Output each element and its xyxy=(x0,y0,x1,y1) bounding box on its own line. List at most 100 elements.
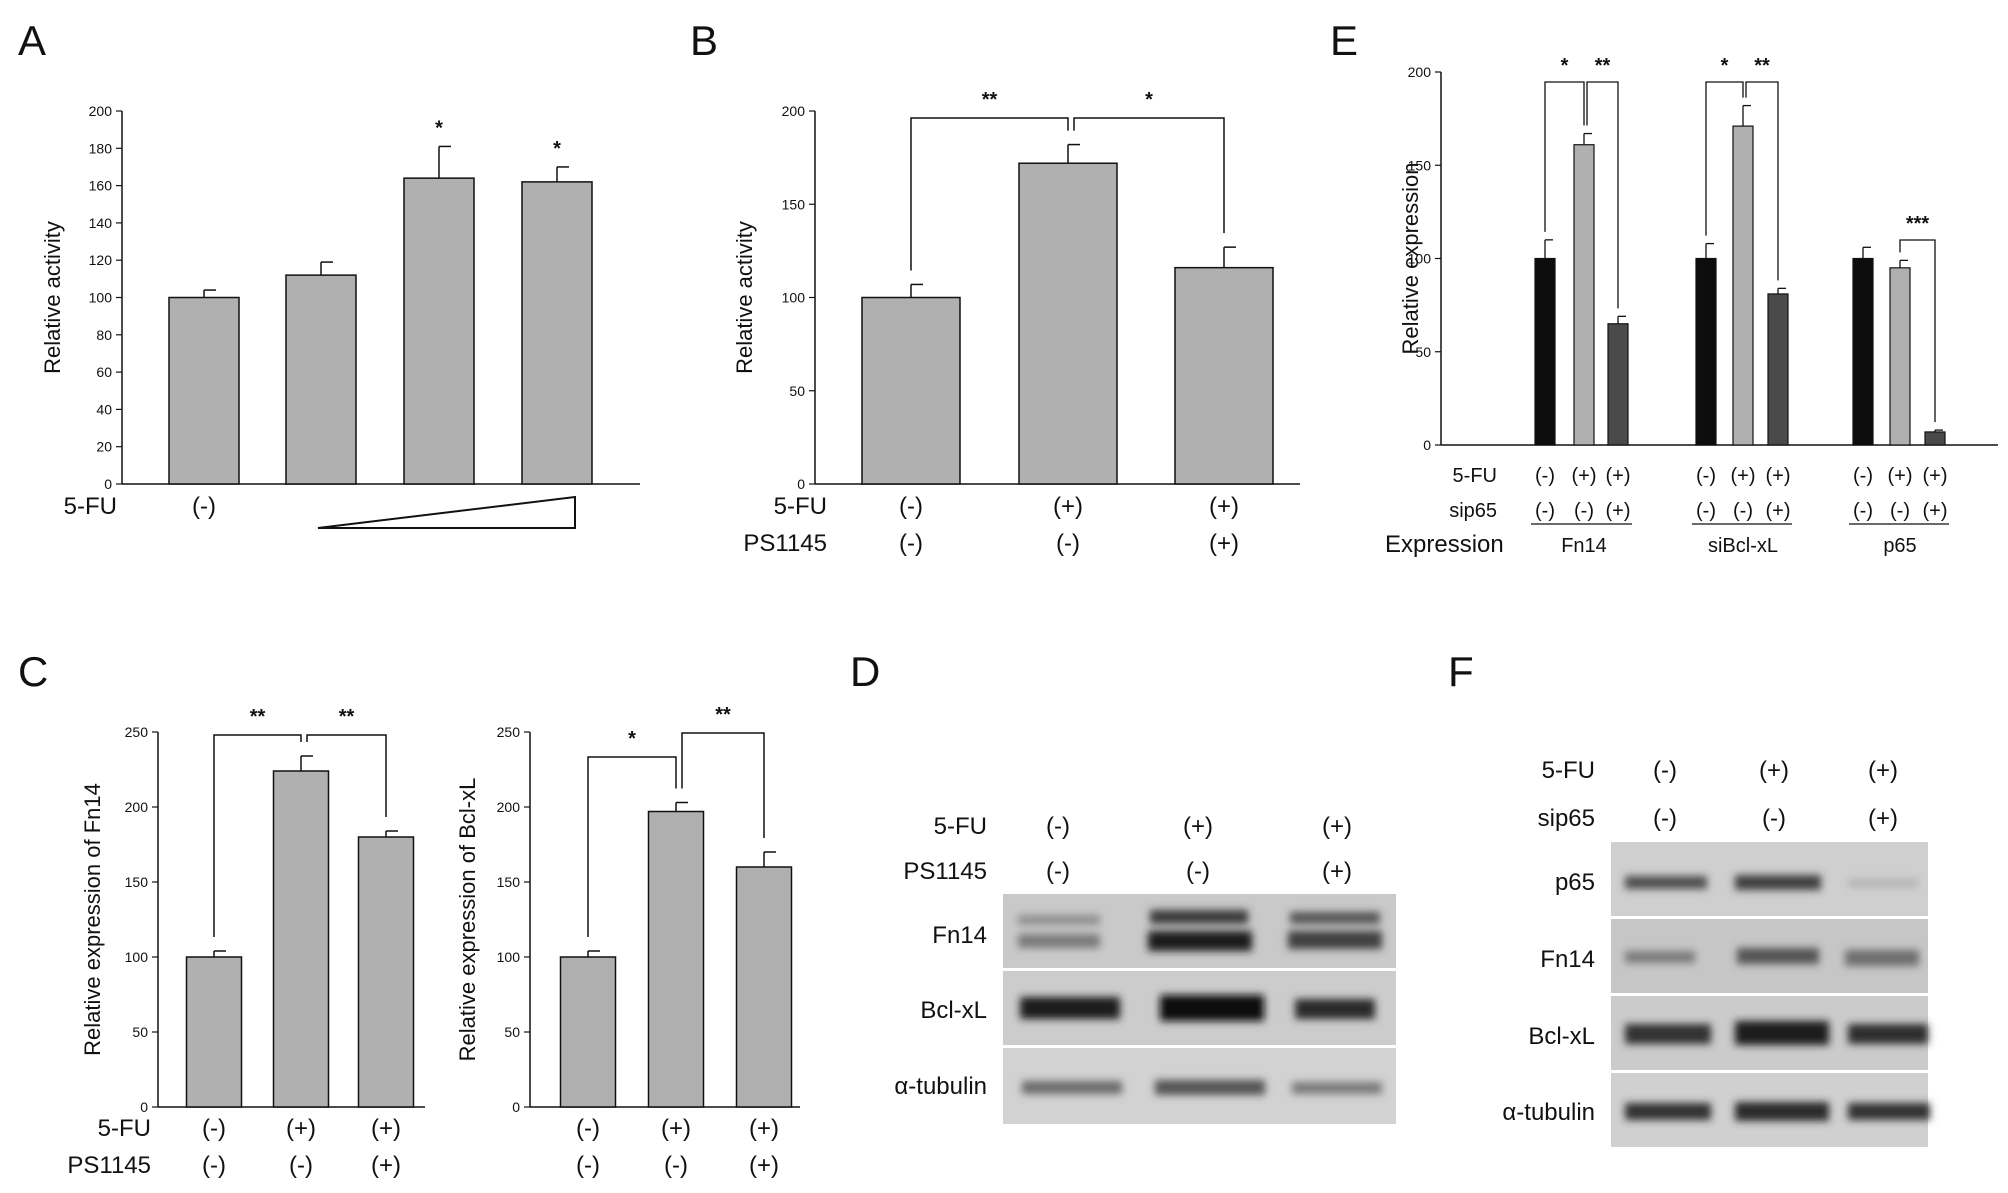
y-tick-label: 150 xyxy=(1408,157,1432,173)
blot-f-cond-value: (-) xyxy=(1653,757,1677,784)
blot-d-cond-value: (-) xyxy=(1186,858,1210,885)
condition-label: PS1145 xyxy=(743,530,827,557)
blot-d-cond-label: PS1145 xyxy=(903,858,987,885)
condition-value: (+) xyxy=(1606,465,1631,487)
panel-label-e: E xyxy=(1330,17,1358,64)
condition-value: (-) xyxy=(576,1115,600,1142)
y-tick-label: 100 xyxy=(497,949,521,965)
bar xyxy=(1889,267,1911,446)
blot-f-cond-label: 5-FU xyxy=(1542,757,1595,784)
condition-value: (+) xyxy=(661,1115,691,1142)
y-tick-label: 100 xyxy=(782,290,806,306)
panel-label-f: F xyxy=(1448,648,1474,695)
blot-f-band xyxy=(1737,948,1819,964)
bar xyxy=(735,866,793,1108)
y-tick-label: 80 xyxy=(96,327,112,343)
blot-f-band xyxy=(1735,1102,1829,1121)
condition-label: sip65 xyxy=(1449,500,1497,522)
significance-label: ** xyxy=(715,704,731,726)
condition-value: (+) xyxy=(1731,465,1756,487)
y-tick-label: 200 xyxy=(497,799,521,815)
blot-d-cond-value: (-) xyxy=(1046,813,1070,840)
blot-f-cond-value: (+) xyxy=(1868,757,1898,784)
y-tick-label: 20 xyxy=(96,439,112,455)
blot-f-band xyxy=(1625,1024,1711,1044)
condition-value: (+) xyxy=(749,1152,779,1179)
dose-gradient-triangle xyxy=(317,495,576,529)
blot-d-cond-value: (-) xyxy=(1046,858,1070,885)
blot-f-row-label: Fn14 xyxy=(1540,946,1595,973)
condition-value: (-) xyxy=(1574,500,1594,522)
y-tick-label: 180 xyxy=(89,140,113,156)
y-tick-label: 100 xyxy=(89,290,113,306)
blot-d-band xyxy=(1290,912,1380,924)
significance-bracket xyxy=(1586,81,1619,309)
bar xyxy=(1852,257,1874,446)
blot-d-band xyxy=(1160,995,1264,1021)
condition-value: (+) xyxy=(1209,493,1239,520)
y-tick-label: 40 xyxy=(96,401,112,417)
blot-f-band xyxy=(1735,875,1821,890)
blot-d-band xyxy=(1155,1080,1265,1095)
y-tick-label: 50 xyxy=(504,1024,520,1040)
blot-d-cond-value: (+) xyxy=(1322,813,1352,840)
bar xyxy=(559,956,617,1108)
bar xyxy=(1174,266,1274,485)
blot-d-cond-value: (+) xyxy=(1322,858,1352,885)
condition-label: 5-FU xyxy=(64,493,117,520)
panel-label-b: B xyxy=(690,17,718,64)
bar xyxy=(403,177,475,485)
blot-f-band xyxy=(1848,879,1918,887)
chart-a: 0 20 40 60 80 100 120 140 160 180 200 Relative acti… xyxy=(40,103,640,520)
y-axis-label: Relative expression of Bcl-xL xyxy=(455,778,480,1062)
y-tick-label: 200 xyxy=(89,103,113,119)
blot-d-row-label: Bcl-xL xyxy=(920,997,987,1024)
y-tick-label: 50 xyxy=(789,383,805,399)
condition-value: (-) xyxy=(1696,465,1716,487)
condition-value: (-) xyxy=(664,1152,688,1179)
significance-label: ** xyxy=(250,706,266,728)
y-tick-label: 140 xyxy=(89,215,113,231)
y-tick-label: 100 xyxy=(125,949,149,965)
significance-label: * xyxy=(1145,89,1153,111)
significance-bracket xyxy=(1899,239,1936,423)
significance-label: * xyxy=(1721,55,1729,77)
y-tick-label: 200 xyxy=(1408,64,1432,80)
blot-d-band xyxy=(1148,931,1252,951)
condition-value: (-) xyxy=(202,1152,226,1179)
y-axis-label: Relative expression of Fn14 xyxy=(80,783,105,1056)
y-tick-label: 0 xyxy=(104,476,112,492)
group-name: Fn14 xyxy=(1561,535,1607,557)
blot-d-row-label: Fn14 xyxy=(932,922,987,949)
condition-value: (-) xyxy=(899,493,923,520)
y-tick-label: 250 xyxy=(497,724,521,740)
significance-label: ** xyxy=(982,89,998,111)
condition-value: (+) xyxy=(371,1152,401,1179)
bar xyxy=(357,836,415,1108)
y-tick-label: 100 xyxy=(1408,251,1432,267)
significance-bracket xyxy=(1073,117,1225,234)
blot-d-band xyxy=(1295,999,1375,1019)
condition-label: 5-FU xyxy=(1453,465,1497,487)
bar xyxy=(861,296,961,485)
bar xyxy=(1534,257,1556,446)
blot-f-band xyxy=(1845,950,1919,966)
blot-d-band xyxy=(1020,997,1120,1019)
blot-f-row-label: Bcl-xL xyxy=(1528,1023,1595,1050)
bar xyxy=(185,956,243,1108)
condition-label: 5-FU xyxy=(774,493,827,520)
group-name: siBcl-xL xyxy=(1708,535,1778,557)
blot-f-cond-value: (-) xyxy=(1653,805,1677,832)
y-axis-label: Relative expression xyxy=(1398,163,1423,355)
condition-value: (-) xyxy=(1696,500,1716,522)
significance-label: ** xyxy=(1595,55,1611,77)
blot-d-band xyxy=(1018,934,1100,948)
bar xyxy=(1767,293,1789,446)
panel-label-a: A xyxy=(18,17,46,64)
blot-d-band xyxy=(1292,1082,1382,1094)
e-group-row-label: Expression xyxy=(1385,531,1504,558)
bar xyxy=(521,181,593,485)
y-tick-label: 0 xyxy=(797,476,805,492)
